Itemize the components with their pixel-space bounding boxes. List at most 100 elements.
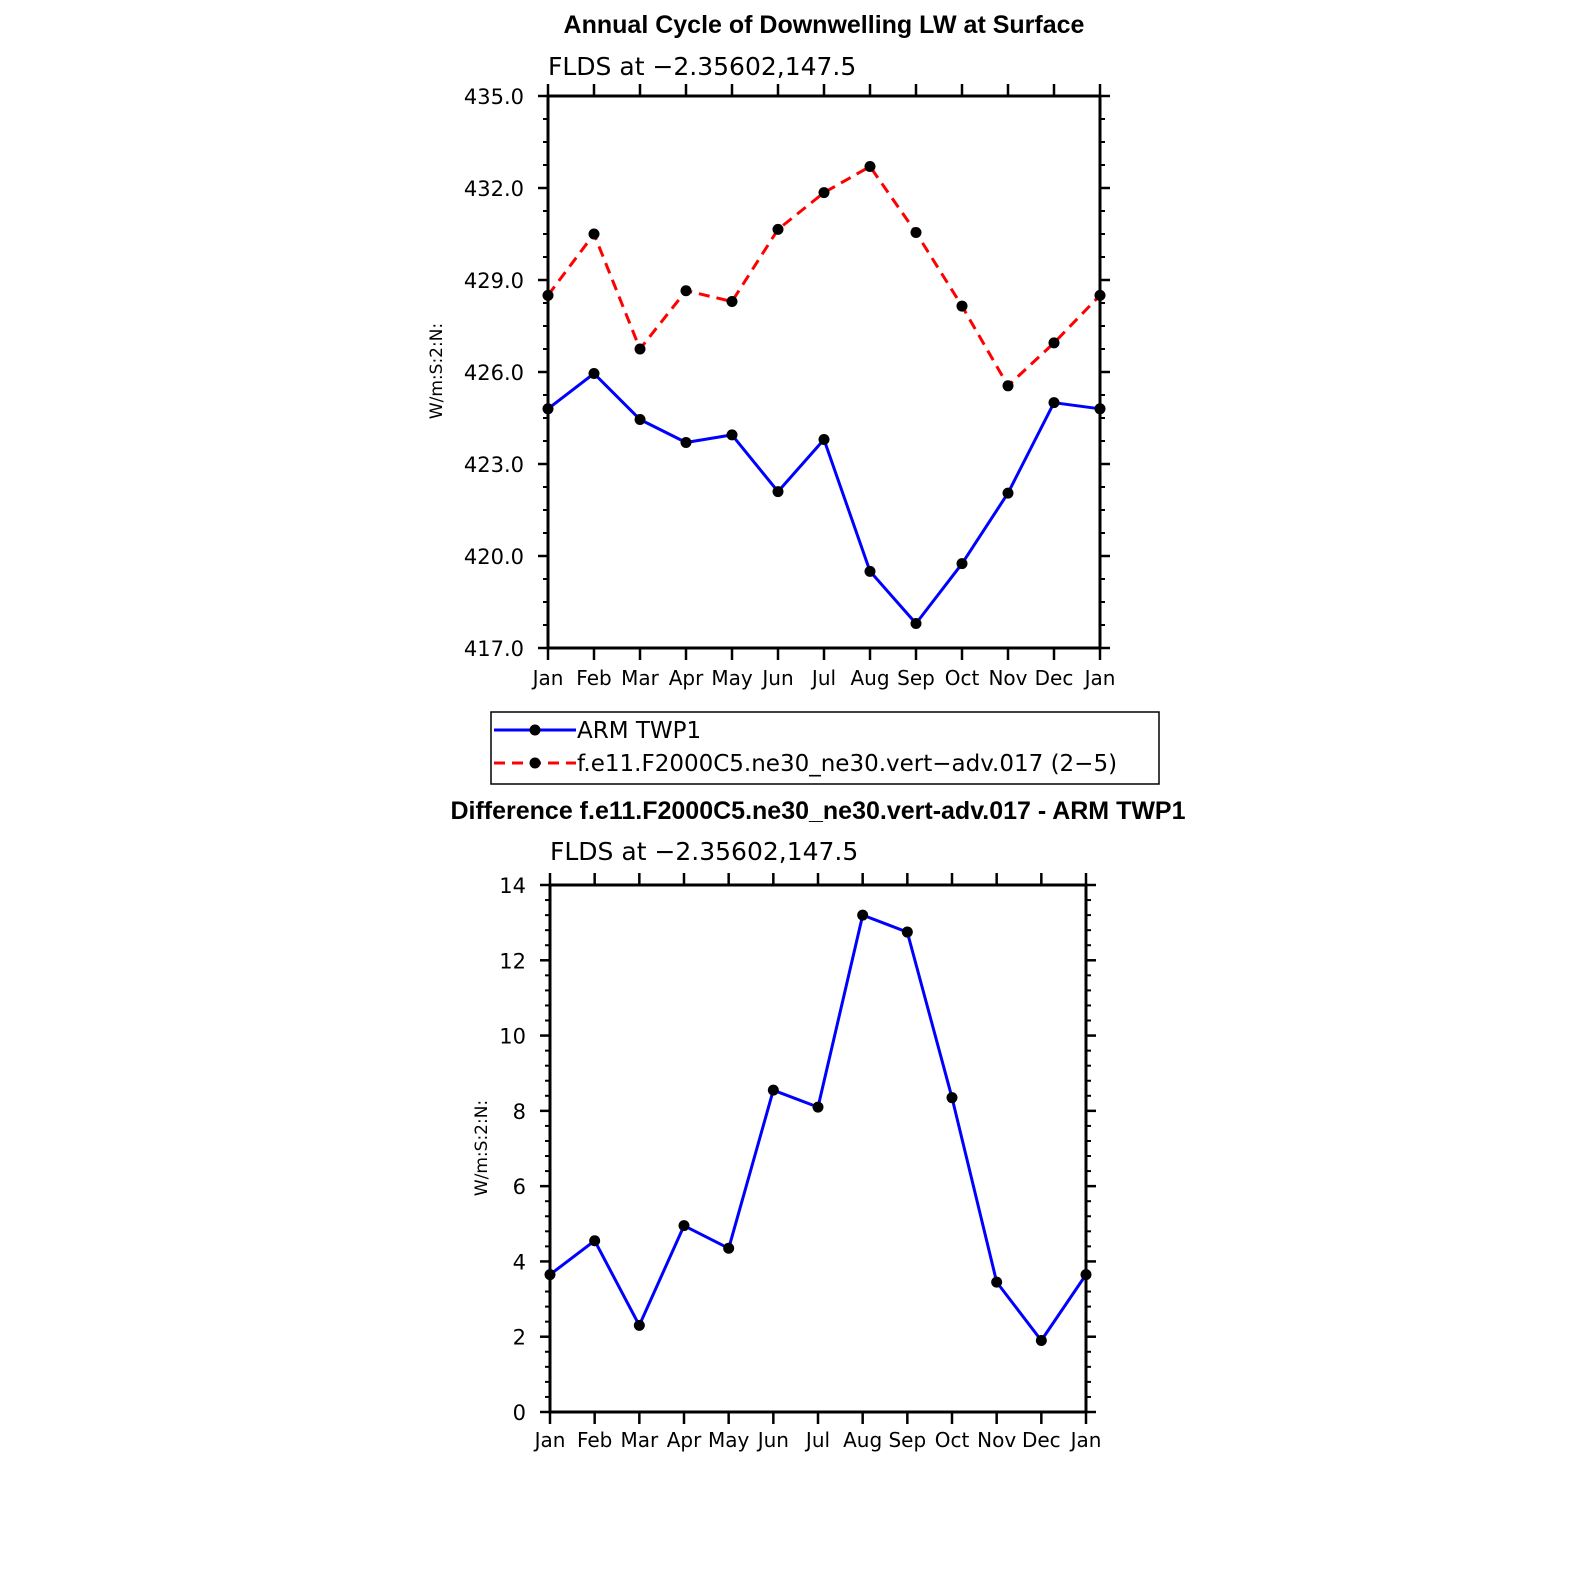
- y-axis-label: W/m:S:2:N:: [472, 1100, 492, 1196]
- y-tick-label: 12: [499, 949, 526, 973]
- data-point: [544, 1269, 556, 1281]
- x-tick-label: Jun: [760, 666, 793, 690]
- data-point: [864, 565, 876, 577]
- y-tick-label: 14: [499, 874, 526, 898]
- data-point: [542, 403, 554, 415]
- data-point: [589, 1235, 601, 1247]
- plot-frame: [546, 94, 1102, 650]
- legend-box: [490, 711, 1160, 785]
- chart-annual-cycle: Annual Cycle of Downwelling LW at Surfac…: [427, 11, 1115, 690]
- legend-label-1: f.e11.F2000C5.ne30_ne30.vert−adv.017 (2−…: [577, 751, 1117, 777]
- data-point: [818, 187, 830, 199]
- data-point: [723, 1242, 735, 1254]
- data-point: [680, 437, 692, 449]
- y-tick-label: 2: [513, 1326, 526, 1350]
- x-tick-label: Sep: [888, 1428, 926, 1452]
- data-point: [680, 285, 692, 297]
- y-tick-label: 10: [499, 1025, 526, 1049]
- data-point: [991, 1276, 1003, 1288]
- y-tick-label: 432.0: [464, 177, 524, 201]
- data-point: [1094, 289, 1106, 301]
- data-point: [678, 1220, 690, 1232]
- data-point: [901, 926, 913, 938]
- data-point: [1002, 380, 1014, 392]
- chart-subtitle: FLDS at −2.35602,147.5: [550, 837, 858, 866]
- x-tick-label: May: [711, 666, 753, 690]
- x-tick-label: Dec: [1035, 666, 1074, 690]
- y-tick-label: 426.0: [464, 361, 524, 385]
- y-tick-label: 429.0: [464, 269, 524, 293]
- data-point: [857, 909, 869, 921]
- chart-difference: Difference f.e11.F2000C5.ne30_ne30.vert-…: [450, 797, 1185, 1452]
- data-point: [633, 1319, 645, 1331]
- x-tick-label: Dec: [1022, 1428, 1061, 1452]
- legend-marker-0: [529, 724, 541, 736]
- y-tick-label: 6: [513, 1175, 526, 1199]
- x-tick-label: Jan: [531, 666, 564, 690]
- legend-marker-1: [529, 757, 541, 769]
- data-point: [726, 429, 738, 441]
- data-point: [1094, 403, 1106, 415]
- chart-title: Annual Cycle of Downwelling LW at Surfac…: [564, 11, 1085, 39]
- x-tick-label: Oct: [945, 666, 980, 690]
- data-point: [588, 368, 600, 380]
- series-line-0: [549, 913, 1088, 1342]
- x-tick-label: Jul: [810, 666, 836, 690]
- legend-label-0: ARM TWP1: [577, 718, 701, 744]
- data-point: [1035, 1334, 1047, 1346]
- x-tick-label: Jul: [804, 1428, 830, 1452]
- data-point: [910, 226, 922, 238]
- data-point: [812, 1101, 824, 1113]
- x-tick-label: May: [708, 1428, 750, 1452]
- x-tick-label: Jan: [533, 1428, 566, 1452]
- x-tick-label: Apr: [669, 666, 704, 690]
- x-tick-label: Nov: [977, 1428, 1016, 1452]
- data-point: [818, 433, 830, 445]
- data-point: [956, 300, 968, 312]
- x-tick-label: Mar: [620, 1428, 659, 1452]
- data-point: [634, 343, 646, 355]
- data-point: [1002, 487, 1014, 499]
- y-tick-label: 0: [513, 1401, 526, 1425]
- data-point: [946, 1092, 958, 1104]
- plot-frame: [548, 883, 1088, 1414]
- y-axis-label: W/m:S:2:N:: [427, 323, 447, 419]
- data-point: [588, 228, 600, 240]
- x-tick-label: Aug: [843, 1428, 882, 1452]
- legend: ARM TWP1 f.e11.F2000C5.ne30_ne30.vert−adv…: [490, 711, 1160, 785]
- chart-subtitle: FLDS at −2.35602,147.5: [548, 52, 856, 81]
- x-tick-label: Feb: [576, 666, 611, 690]
- data-point: [767, 1084, 779, 1096]
- data-point: [1048, 397, 1060, 409]
- x-tick-label: Feb: [577, 1428, 612, 1452]
- x-tick-label: Apr: [667, 1428, 702, 1452]
- x-tick-label: Mar: [621, 666, 660, 690]
- data-point: [956, 558, 968, 570]
- series-line-0: [547, 372, 1101, 625]
- chart-title: Difference f.e11.F2000C5.ne30_ne30.vert-…: [450, 797, 1185, 825]
- x-tick-label: Jan: [1083, 666, 1116, 690]
- data-point: [634, 414, 646, 426]
- data-point: [542, 289, 554, 301]
- y-tick-label: 8: [513, 1100, 526, 1124]
- data-point: [772, 223, 784, 235]
- y-tick-label: 435.0: [464, 85, 524, 109]
- x-tick-label: Jan: [1069, 1428, 1102, 1452]
- x-tick-label: Nov: [988, 666, 1027, 690]
- x-tick-label: Oct: [935, 1428, 970, 1452]
- x-tick-label: Aug: [850, 666, 889, 690]
- data-point: [864, 161, 876, 173]
- series-line-1: [546, 165, 1102, 388]
- data-point: [1048, 337, 1060, 349]
- x-tick-label: Jun: [756, 1428, 789, 1452]
- y-tick-label: 417.0: [464, 637, 524, 661]
- x-tick-label: Sep: [897, 666, 935, 690]
- y-tick-label: 4: [513, 1250, 526, 1274]
- data-point: [726, 295, 738, 307]
- y-tick-label: 420.0: [464, 545, 524, 569]
- y-tick-label: 423.0: [464, 453, 524, 477]
- data-point: [772, 486, 784, 498]
- data-point: [910, 617, 922, 629]
- data-point: [1080, 1269, 1092, 1281]
